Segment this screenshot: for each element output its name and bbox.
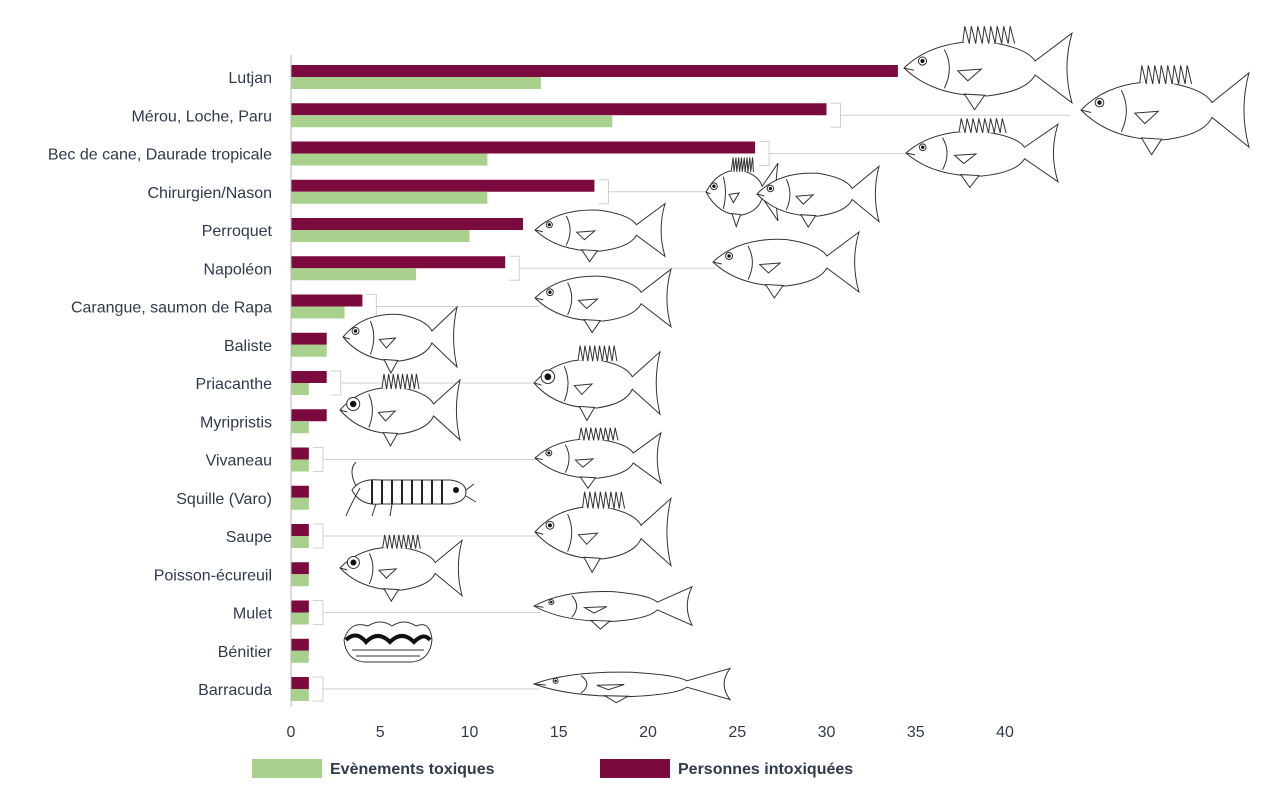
bar-personnes-bec-de-cane-daurade-tropicale: [291, 141, 756, 154]
bar-personnes-napoleon: [291, 256, 506, 269]
bar-evenements-myripristis: [291, 421, 309, 434]
bar-evenements-chirurgien-nason: [291, 191, 488, 204]
bar-personnes-chirurgien-nason: [291, 179, 595, 192]
bar-evenements-lutjan: [291, 77, 541, 89]
category-label-chirurgien-nason: Chirurgien/Nason: [147, 185, 272, 202]
bar-personnes-lutjan: [291, 65, 898, 77]
category-label-saupe: Saupe: [226, 529, 272, 546]
category-label-mulet: Mulet: [233, 606, 273, 623]
leader-line: [830, 102, 1070, 128]
x-tick-0: 0: [287, 724, 296, 741]
bar-personnes-priacanthe: [291, 371, 327, 383]
x-tick-labels: 0 5 10 15 20 25 30 35 40: [287, 724, 1014, 741]
category-label-lutjan: Lutjan: [228, 70, 272, 87]
x-tick-40: 40: [996, 724, 1014, 741]
category-label-vivaneau: Vivaneau: [206, 453, 272, 470]
x-tick-35: 35: [907, 724, 925, 741]
giant-clam-icon: [343, 621, 433, 663]
snapper-icon: [905, 118, 1059, 189]
barracuda-icon: [532, 667, 732, 704]
trevally-icon: [534, 267, 672, 334]
bar-personnes-squille-varo: [291, 485, 309, 498]
leader-line: [759, 141, 910, 166]
leader-line: [598, 179, 712, 205]
x-tick-5: 5: [376, 724, 385, 741]
category-label-carangue-saumon-de-rapa: Carangue, saumon de Rapa: [71, 300, 272, 317]
mantis-shrimp-icon: [345, 461, 477, 517]
bar-personnes-merou-loche-paru: [291, 103, 827, 116]
legend-label-evenements: Evènements toxiques: [330, 761, 495, 778]
triggerfish-icon: [342, 305, 458, 375]
bar-evenements-mulet: [291, 612, 309, 625]
soldierfish-icon: [339, 373, 461, 448]
parrotfish-icon: [534, 202, 666, 263]
bar-evenements-merou-loche-paru: [291, 115, 613, 128]
category-label-merou-loche-paru: Mérou, Loche, Paru: [131, 108, 272, 125]
x-tick-15: 15: [550, 724, 568, 741]
legend-swatch-personnes: [600, 759, 670, 778]
leader-lines: [312, 102, 1070, 702]
vivaneau-icon: [534, 427, 662, 490]
leader-line: [312, 523, 540, 549]
mullet-icon: [532, 585, 694, 630]
bar-evenements-napoleon: [291, 268, 416, 281]
bar-personnes-carangue-saumon-de-rapa: [291, 294, 363, 307]
bar-personnes-myripristis: [291, 409, 327, 422]
bar-evenements-vivaneau: [291, 459, 309, 472]
bar-personnes-vivaneau: [291, 447, 309, 460]
bar-personnes-baliste: [291, 332, 327, 345]
x-tick-20: 20: [639, 724, 657, 741]
bar-evenements-poisson-ecureuil: [291, 574, 309, 587]
category-label-squille-varo: Squille (Varo): [176, 491, 272, 508]
bar-personnes-mulet: [291, 600, 309, 613]
category-label-napoleon: Napoléon: [204, 261, 273, 278]
category-label-benitier: Bénitier: [218, 644, 273, 661]
legend-label-personnes: Personnes intoxiquées: [678, 761, 853, 778]
bars-layer: [291, 65, 898, 701]
leader-line: [312, 676, 540, 702]
category-label-perroquet: Perroquet: [202, 223, 273, 240]
grouper-icon: [1080, 65, 1250, 156]
bar-personnes-poisson-ecureuil: [291, 562, 309, 575]
category-label-baliste: Baliste: [224, 338, 272, 355]
bar-evenements-perroquet: [291, 230, 470, 242]
x-tick-10: 10: [461, 724, 479, 741]
bar-evenements-benitier: [291, 650, 309, 663]
bar-evenements-carangue-saumon-de-rapa: [291, 306, 345, 319]
legend: Evènements toxiques Personnes intoxiquée…: [252, 759, 853, 778]
category-label-barracuda: Barracuda: [198, 682, 272, 699]
bar-personnes-perroquet: [291, 218, 524, 230]
squirrelfish-icon: [339, 534, 463, 603]
bar-evenements-priacanthe: [291, 383, 309, 395]
bar-evenements-bec-de-cane-daurade-tropicale: [291, 153, 488, 166]
bar-personnes-barracuda: [291, 677, 309, 689]
legend-swatch-evenements: [252, 759, 322, 778]
x-tick-25: 25: [728, 724, 746, 741]
saupe-icon: [534, 491, 672, 574]
bar-personnes-benitier: [291, 638, 309, 651]
category-label-myripristis: Myripristis: [200, 414, 272, 431]
category-labels: Lutjan Mérou, Loche, Paru Bec de cane, Dau…: [48, 70, 273, 699]
bar-evenements-barracuda: [291, 689, 309, 701]
leader-line: [330, 370, 540, 396]
surgeonfish-icon: [756, 165, 880, 229]
napoleon-wrasse-icon: [712, 230, 860, 299]
bar-evenements-saupe: [291, 536, 309, 548]
category-label-bec-de-cane-daurade-tropicale: Bec de cane, Daurade tropicale: [48, 147, 272, 164]
bar-evenements-baliste: [291, 344, 327, 357]
leader-line: [312, 600, 540, 625]
category-label-poisson-ecureuil: Poisson-écureuil: [154, 567, 272, 584]
leader-line: [509, 255, 715, 281]
leader-line: [312, 447, 540, 472]
category-label-priacanthe: Priacanthe: [196, 376, 273, 393]
bigeye-icon: [533, 345, 661, 422]
bar-personnes-saupe: [291, 524, 309, 536]
bar-evenements-squille-varo: [291, 497, 309, 510]
x-tick-30: 30: [818, 724, 836, 741]
snapper-icon: [903, 26, 1073, 111]
fish-illustrations: [339, 26, 1250, 704]
